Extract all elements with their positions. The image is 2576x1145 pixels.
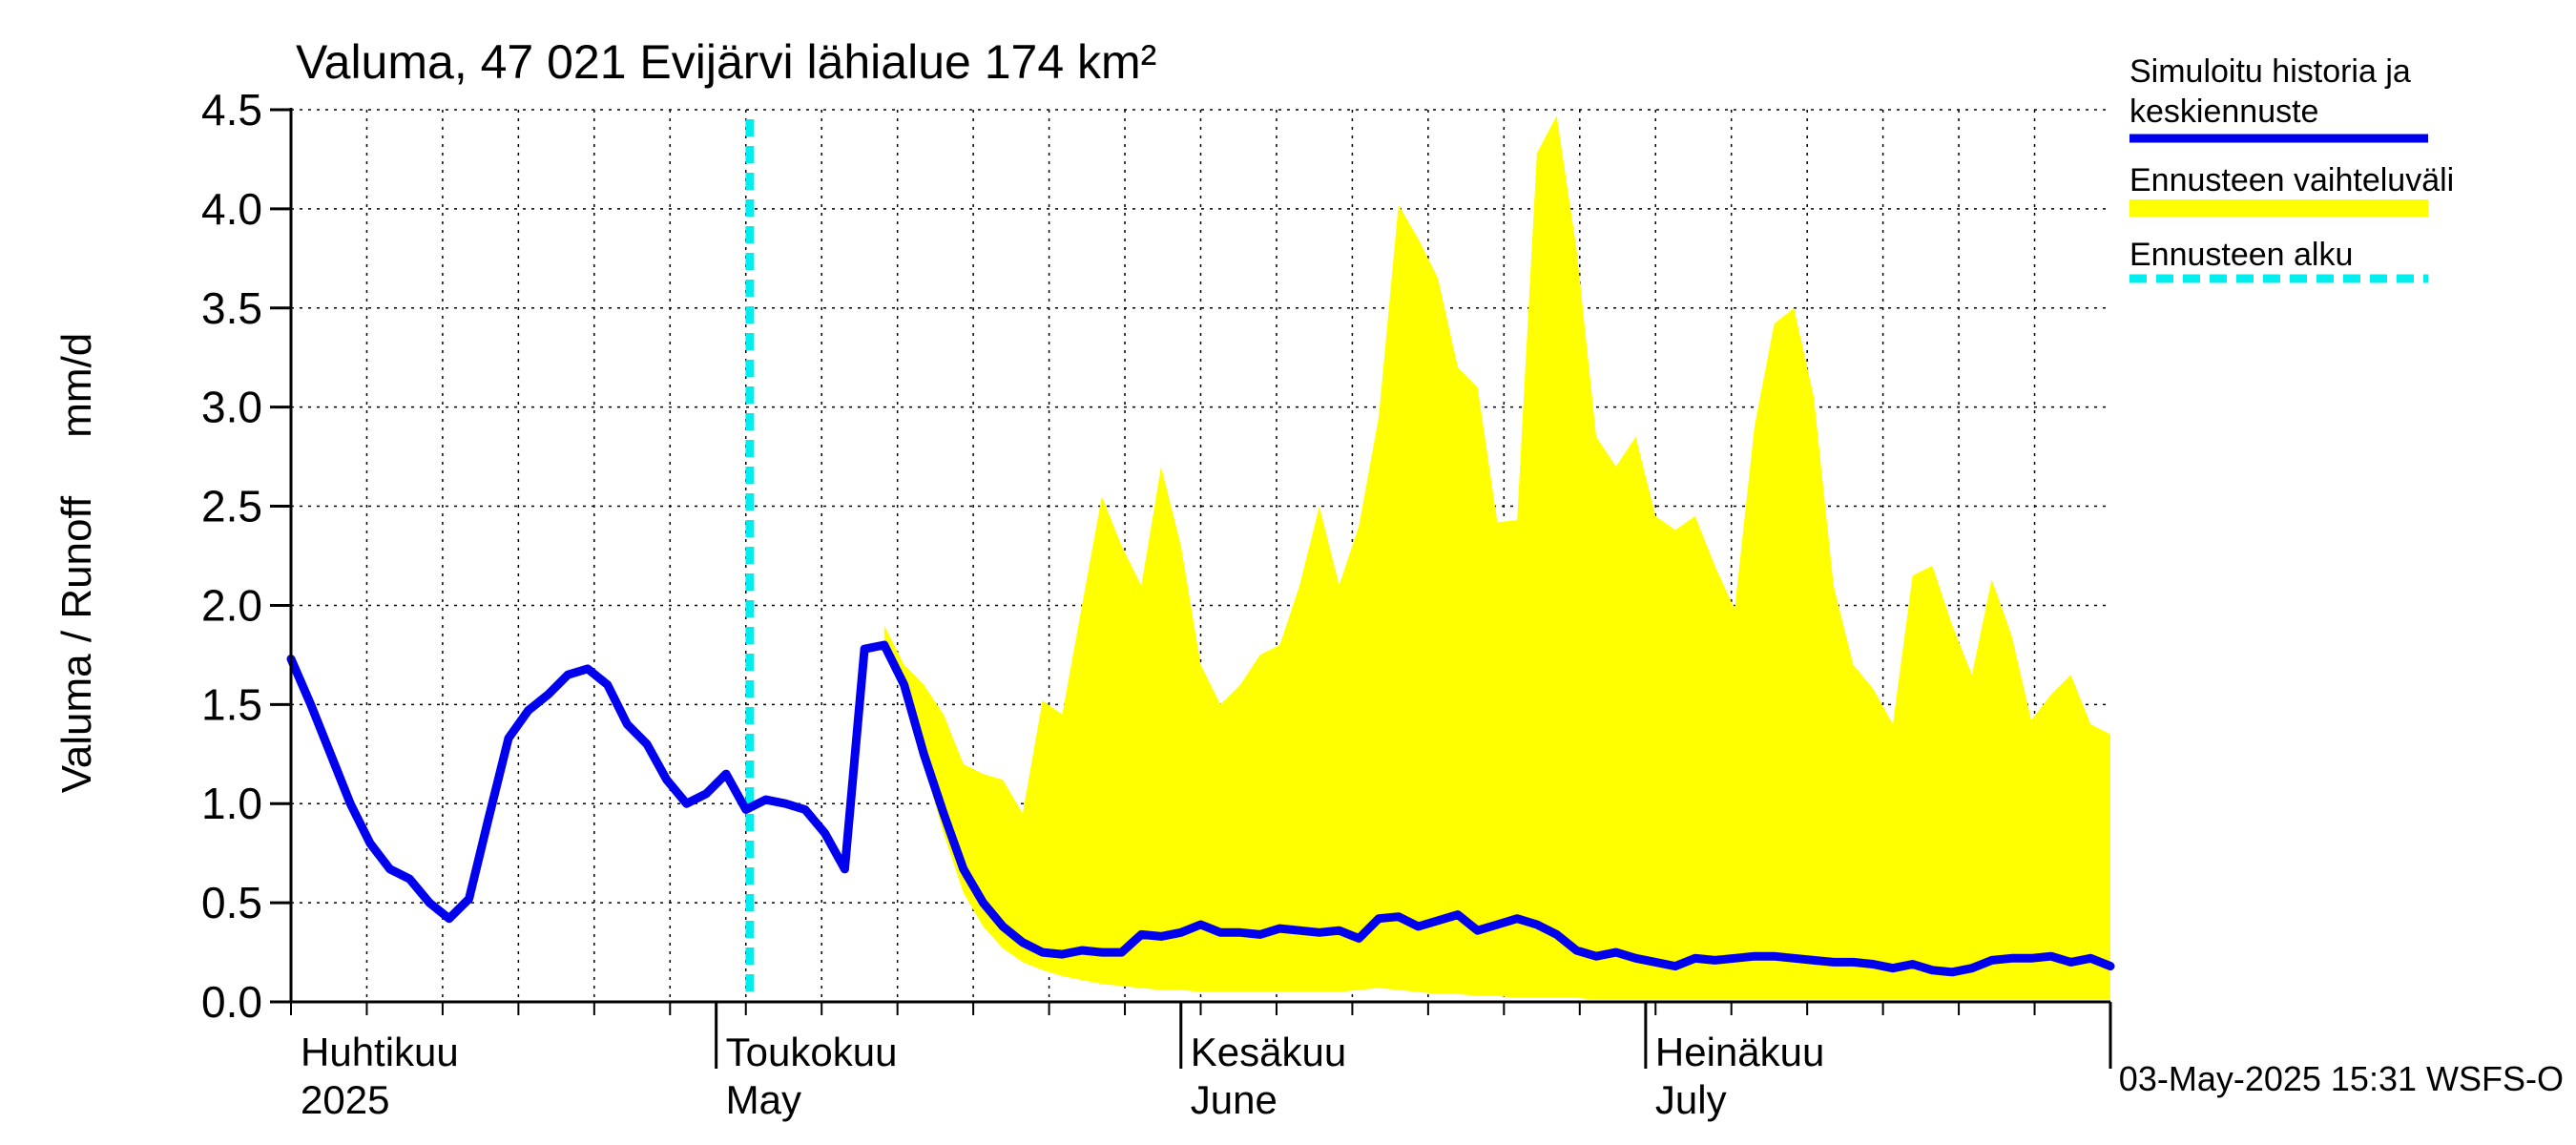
y-tick-label: 3.5 bbox=[201, 283, 262, 333]
footer-timestamp: 03-May-2025 15:31 WSFS-O bbox=[2119, 1059, 2564, 1098]
month-label-fi: Toukokuu bbox=[726, 1030, 898, 1074]
legend-swatch-range bbox=[2129, 199, 2428, 217]
forecast-range-band bbox=[883, 115, 2110, 1000]
chart-title: Valuma, 47 021 Evijärvi lähialue 174 km² bbox=[296, 35, 1156, 89]
month-label-fi: Huhtikuu bbox=[301, 1030, 459, 1074]
series-layer bbox=[286, 640, 2115, 977]
y-tick-label: 1.5 bbox=[201, 679, 262, 729]
y-tick-label: 0.0 bbox=[201, 977, 262, 1027]
grid-lines bbox=[291, 109, 2110, 1002]
month-label-en: 2025 bbox=[301, 1077, 389, 1122]
y-axis-label: Valuma / Runoff mm/d bbox=[53, 333, 100, 794]
legend-label-simulated-line2: keskiennuste bbox=[2129, 94, 2318, 130]
month-label-en: July bbox=[1655, 1077, 1727, 1122]
series-line-mean-forecast bbox=[286, 640, 2115, 977]
y-tick-label: 3.0 bbox=[201, 383, 262, 432]
month-label-fi: Heinäkuu bbox=[1655, 1030, 1824, 1074]
forecast-range-band-layer bbox=[883, 115, 2110, 1000]
y-tick-label: 1.0 bbox=[201, 779, 262, 828]
y-tick-label: 0.5 bbox=[201, 878, 262, 927]
y-tick-label: 4.5 bbox=[201, 85, 262, 135]
legend: Simuloitu historia ja keskiennuste Ennuste… bbox=[2129, 53, 2454, 283]
month-label-en: May bbox=[726, 1077, 801, 1122]
y-tick-label: 2.0 bbox=[201, 580, 262, 630]
month-label-en: June bbox=[1191, 1077, 1278, 1122]
legend-label-range: Ennusteen vaihteluväli bbox=[2129, 162, 2454, 198]
legend-label-forecast-start: Ennusteen alku bbox=[2129, 237, 2353, 273]
y-tick-label: 2.5 bbox=[201, 482, 262, 531]
legend-label-simulated-line1: Simuloitu historia ja bbox=[2129, 53, 2411, 90]
y-tick-label: 4.0 bbox=[201, 184, 262, 234]
tick-layer: 0.0 0.5 1.0 1.5 2.0 2.5 3.0 3.5 4.0 4.5 Huhtikuu20… bbox=[201, 85, 2112, 1122]
month-label-fi: Kesäkuu bbox=[1191, 1030, 1346, 1074]
